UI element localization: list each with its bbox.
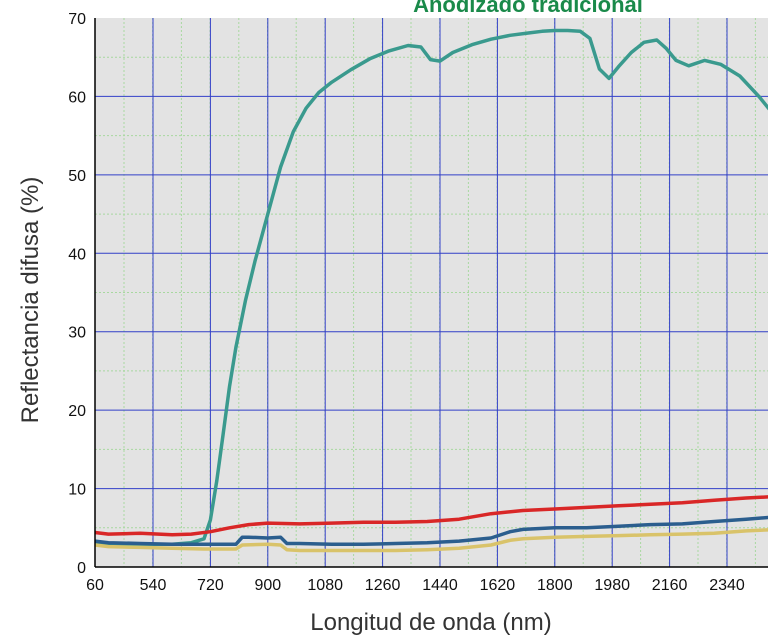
x-tick-label: 1620 — [480, 577, 516, 594]
series-line-3 — [94, 515, 768, 547]
x-tick-label: 900 — [254, 577, 281, 594]
y-tick-label: 30 — [68, 325, 86, 342]
chart-title: Anodizado tradicional — [413, 0, 643, 17]
major-grid — [95, 18, 768, 567]
x-tick-label: 540 — [140, 577, 167, 594]
x-tick-label: 2340 — [709, 577, 745, 594]
y-tick-label: 0 — [77, 560, 86, 577]
x-axis-label: Longitud de onda (nm) — [310, 609, 552, 636]
y-axis-label: Reflectancia difusa (%) — [17, 177, 44, 424]
series-line-1 — [94, 28, 768, 547]
x-tick-label: 1980 — [594, 577, 630, 594]
x-tick-label: 1260 — [365, 577, 401, 594]
x-tick-labels: 60 540 720 900 1080 1260 1440 1620 1800 1980 2160 2… — [86, 577, 745, 594]
series-line-4 — [94, 528, 768, 553]
y-tick-label: 40 — [68, 246, 86, 263]
y-tick-labels: 0 10 20 30 40 50 60 70 — [68, 11, 86, 577]
y-tick-label: 60 — [68, 89, 86, 106]
x-tick-label: 1440 — [422, 577, 458, 594]
x-tick-label: 1800 — [537, 577, 573, 594]
x-tick-label: 2160 — [652, 577, 688, 594]
y-tick-label: 20 — [68, 403, 86, 420]
series-line-2 — [94, 495, 768, 537]
x-tick-label: 60 — [86, 577, 104, 594]
y-tick-label: 10 — [68, 482, 86, 499]
x-tick-label: 720 — [197, 577, 224, 594]
series-layer — [94, 28, 768, 553]
y-tick-label: 50 — [68, 168, 86, 185]
y-tick-label: 70 — [68, 11, 86, 28]
x-tick-label: 1080 — [307, 577, 343, 594]
